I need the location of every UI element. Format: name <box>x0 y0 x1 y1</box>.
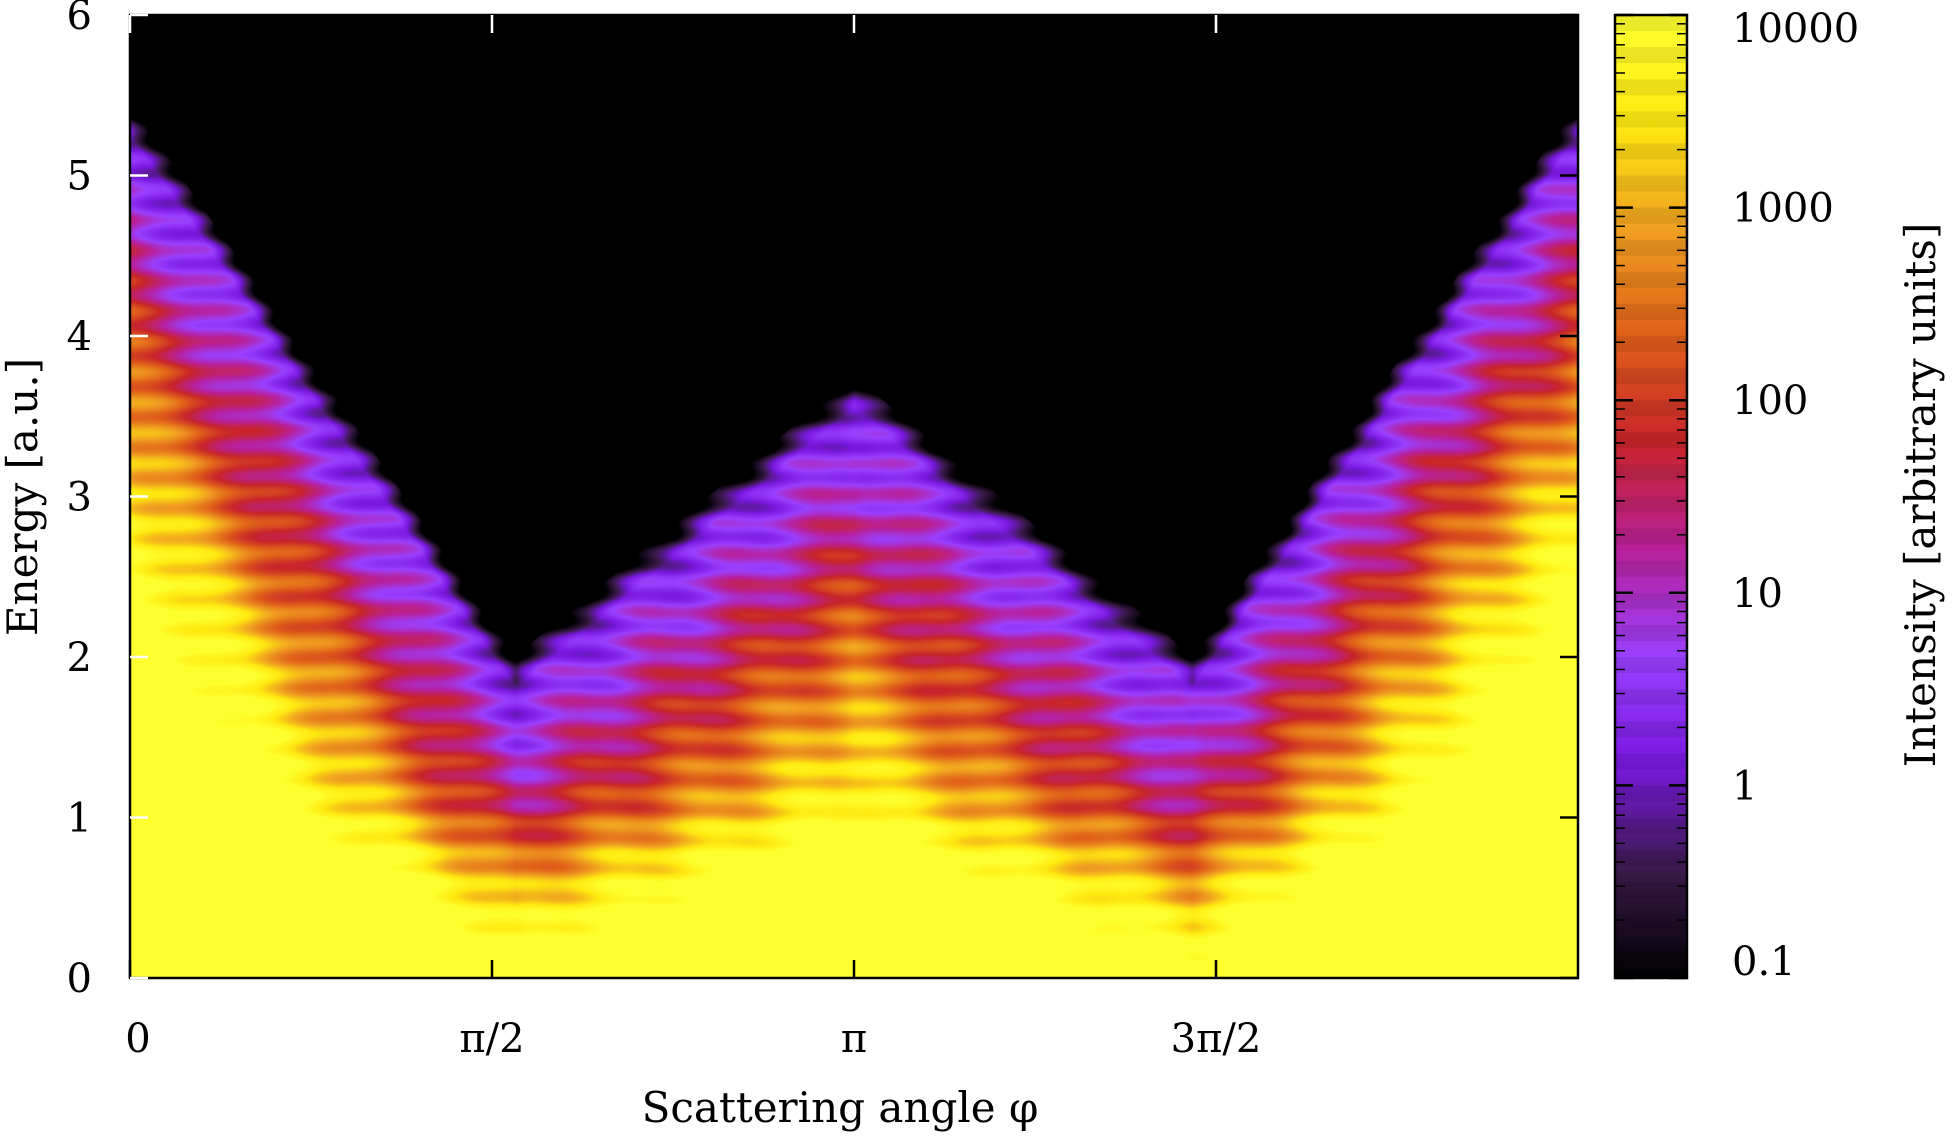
x-axis-title: Scattering angle φ <box>642 1083 1039 1132</box>
colorbar-band <box>1615 560 1687 577</box>
colorbar-band <box>1615 175 1687 192</box>
y-axis: 0 1 2 3 4 5 6 <box>67 0 1578 1002</box>
y-tick-label: 5 <box>67 154 92 200</box>
y-tick-label: 3 <box>67 475 92 521</box>
colorbar-band <box>1615 47 1687 64</box>
colorbar-band <box>1615 336 1687 353</box>
x-tick-label: 3π/2 <box>1171 1016 1262 1062</box>
colorbar-band <box>1615 753 1687 770</box>
y-tick-label: 4 <box>67 314 92 360</box>
y-tick-label: 2 <box>67 635 92 681</box>
x-axis: 0 π/2 π 3π/2 <box>125 15 1261 1062</box>
y-tick-label: 0 <box>67 956 92 1002</box>
colorbar-band <box>1615 721 1687 738</box>
x-tick-label: π <box>841 1016 867 1062</box>
colorbar-band <box>1615 432 1687 449</box>
colorbar-band <box>1615 368 1687 385</box>
colorbar-band <box>1615 528 1687 545</box>
colorbar-band <box>1615 15 1687 32</box>
colorbar-tick-label: 0.1 <box>1732 939 1796 985</box>
colorbar-band <box>1615 689 1687 706</box>
colorbar-title: Intensity [arbitrary units] <box>1896 223 1945 768</box>
colorbar-tick-label: 10 <box>1732 571 1783 617</box>
colorbar-band <box>1615 239 1687 256</box>
colorbar-band <box>1615 945 1687 962</box>
heatmap-canvas <box>130 15 1578 978</box>
colorbar-band <box>1615 207 1687 224</box>
y-tick-label: 6 <box>67 0 92 39</box>
colorbar-band <box>1615 785 1687 802</box>
colorbar-tick-label: 1000 <box>1732 186 1834 232</box>
x-tick-label: π/2 <box>459 1016 524 1062</box>
y-tick-label: 1 <box>67 796 92 842</box>
colorbar-band <box>1615 303 1687 320</box>
colorbar-gradient <box>1615 15 1687 978</box>
colorbar-band <box>1615 817 1687 834</box>
colorbar-frame <box>1613 13 1689 980</box>
x-tick-label: 0 <box>125 1016 150 1062</box>
colorbar-tick-label: 100 <box>1732 378 1808 424</box>
y-axis-title: Energy [a.u.] <box>0 358 47 636</box>
plot-area <box>128 13 1580 980</box>
colorbar-band <box>1615 79 1687 96</box>
colorbar-band <box>1615 881 1687 898</box>
colorbar-band <box>1615 913 1687 930</box>
colorbar-band <box>1615 624 1687 641</box>
colorbar-band <box>1615 592 1687 609</box>
colorbar-band <box>1615 849 1687 866</box>
colorbar-band <box>1615 400 1687 417</box>
colorbar-band <box>1615 111 1687 128</box>
colorbar-tick-label: 10000 <box>1732 6 1859 52</box>
colorbar: 0.1 1 10 100 1000 10000 <box>1613 6 1859 985</box>
colorbar-band <box>1615 143 1687 160</box>
colorbar-tick-label: 1 <box>1732 763 1757 809</box>
colorbar-band <box>1615 464 1687 481</box>
colorbar-band <box>1615 271 1687 288</box>
colorbar-band <box>1615 657 1687 674</box>
colorbar-band <box>1615 496 1687 513</box>
